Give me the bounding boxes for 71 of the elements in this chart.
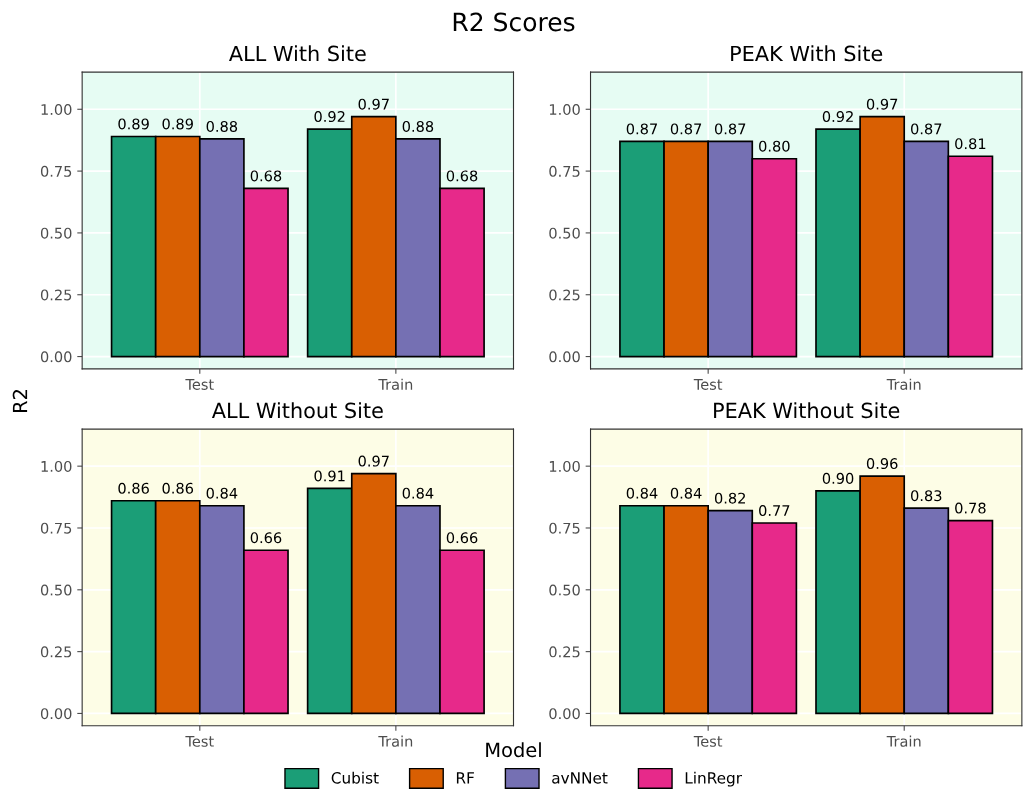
x-tick-label: Train [378, 378, 413, 390]
data-label: 0.66 [446, 532, 478, 544]
y-tick-label: 0.50 [40, 584, 72, 596]
data-label: 0.77 [759, 505, 790, 517]
data-label: 0.84 [402, 487, 434, 499]
y-tick-label: 0.75 [549, 522, 580, 534]
data-label: 0.91 [314, 470, 345, 482]
data-label: 0.84 [626, 487, 658, 499]
chart-title: ALL With Site [228, 45, 366, 62]
y-tick-label: 0.75 [40, 165, 72, 177]
x-tick-label: Test [185, 735, 214, 747]
y-tick-label: 0.00 [549, 708, 580, 720]
data-label: 0.87 [911, 123, 942, 135]
y-tick-label: 0.00 [40, 351, 72, 363]
data-label: 0.84 [670, 487, 702, 499]
data-label: 0.97 [358, 455, 389, 467]
y-tick-label: 1.00 [549, 460, 580, 472]
y-tick-label: 0.00 [40, 708, 72, 720]
y-tick-label: 1.00 [41, 460, 72, 472]
y-tick-label: 0.25 [40, 289, 72, 301]
data-label: 0.68 [250, 170, 282, 182]
data-label: 0.97 [866, 98, 898, 110]
data-label: 0.88 [206, 120, 238, 132]
data-label: 0.83 [911, 490, 942, 502]
text: R2 Scores [453, 12, 575, 32]
data-label: 0.96 [866, 458, 898, 470]
data-label: 0.87 [670, 123, 702, 135]
chart-title: PEAK With Site [731, 45, 883, 62]
data-label: 0.92 [314, 111, 345, 123]
data-label: 0.90 [822, 472, 854, 484]
data-label: 0.78 [955, 502, 986, 514]
y-tick-label: 0.75 [40, 522, 72, 534]
data-label: 0.87 [714, 123, 746, 135]
chart-title: PEAK Without Site [714, 402, 900, 419]
data-label: 0.80 [759, 140, 790, 152]
data-label: 0.92 [822, 111, 853, 123]
data-label: 0.66 [250, 532, 282, 544]
x-tick-label: Test [693, 735, 723, 747]
data-label: 0.89 [118, 118, 149, 130]
legend-label: Cubist [331, 771, 379, 784]
x-tick-label: Train [886, 735, 921, 747]
y-tick-label: 0.50 [549, 584, 580, 596]
data-label: 0.87 [626, 123, 657, 135]
y-tick-label: 0.25 [549, 289, 580, 301]
y-tick-label: 0.75 [549, 165, 580, 177]
legend-label: LinRegr [685, 771, 743, 787]
x-tick-label: Train [886, 378, 921, 390]
data-label: 0.89 [162, 118, 193, 130]
x-tick-label: Test [693, 379, 723, 390]
legend-label: avNNet [552, 772, 608, 784]
y-tick-label: 0.00 [549, 351, 580, 363]
data-label: 0.68 [446, 170, 478, 182]
y-tick-label: 0.50 [40, 227, 72, 239]
data-label: 0.81 [955, 138, 986, 150]
legend-title: Model [486, 742, 541, 758]
chart-title: ALL Without Site [211, 402, 383, 419]
y-tick-label: 1.00 [41, 103, 72, 116]
data-label: 0.88 [402, 120, 434, 132]
y-axis-title: R2 [12, 390, 28, 413]
data-label: 0.86 [118, 482, 149, 494]
y-tick-label: 0.50 [549, 227, 580, 239]
y-tick-label: 0.25 [40, 646, 72, 658]
x-tick-label: Test [185, 379, 214, 390]
y-tick-label: 1.00 [549, 103, 580, 116]
x-tick-label: Train [378, 735, 413, 747]
data-label: 0.86 [162, 482, 194, 494]
data-label: 0.84 [206, 487, 238, 499]
data-label: 0.97 [358, 98, 389, 110]
data-label: 0.82 [714, 492, 745, 504]
y-tick-label: 0.25 [549, 646, 580, 658]
legend-label: RF [456, 772, 474, 784]
